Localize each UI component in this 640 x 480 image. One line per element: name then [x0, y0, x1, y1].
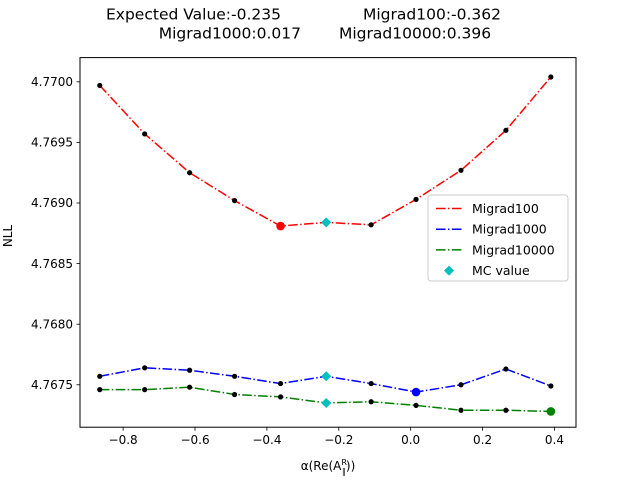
- x-axis-label-subscript: ∥: [342, 467, 346, 476]
- axes: −0.8 −0.6 −0.4 −0.2 0.0 0.2 0.4 4.7675 4.7680 4.7…: [31, 57, 577, 447]
- data-point-migrad100-0: [97, 82, 103, 89]
- chart-title-line-2-right: Migrad10000:0.396: [339, 25, 491, 43]
- data-point-migrad100-10: [548, 74, 554, 80]
- data-point-migrad10000-9: [503, 407, 509, 413]
- x-tick-label: 0.2: [473, 433, 492, 447]
- x-tick-label: −0.4: [252, 433, 281, 447]
- data-point-migrad100-2: [187, 170, 193, 176]
- x-tick-label: −0.8: [109, 433, 138, 447]
- data-point-migrad1000-0: [97, 373, 103, 379]
- data-point-migrad1000-3: [231, 373, 238, 379]
- mc-value-marker-1: [321, 371, 332, 382]
- data-point-migrad10000-4: [277, 394, 284, 400]
- mc-value-marker-2: [321, 397, 332, 408]
- data-point-migrad100-7: [413, 196, 419, 202]
- x-axis-label-superscript: R: [341, 458, 347, 467]
- minimum-marker-migrad100: [276, 221, 285, 231]
- x-axis-label-prefix: α(Re(A: [301, 459, 342, 473]
- x-tick-label: −0.6: [180, 433, 209, 447]
- y-tick-label: 4.7685: [31, 257, 73, 271]
- legend-label-migrad1000: Migrad1000: [472, 222, 547, 237]
- x-axis-label: α(Re(AR ∥)): [301, 458, 356, 476]
- data-point-migrad1000-8: [458, 382, 464, 388]
- data-point-migrad10000-3: [231, 391, 238, 398]
- data-point-migrad100-1: [142, 131, 148, 137]
- axes-frame: [79, 57, 577, 428]
- legend-label-mc-value: MC value: [472, 263, 530, 278]
- data-point-migrad1000-1: [142, 365, 148, 371]
- minimum-marker-migrad1000: [411, 387, 421, 397]
- data-point-migrad100-9: [503, 127, 509, 133]
- data-point-migrad100-8: [458, 167, 464, 173]
- y-tick-label: 4.7690: [31, 196, 73, 210]
- x-tick-label: 0.0: [401, 433, 420, 447]
- x-axis-label-suffix: )): [346, 459, 355, 473]
- plot-area: [97, 74, 556, 416]
- y-axis-label: NLL: [1, 225, 15, 248]
- data-point-migrad100-3: [231, 197, 238, 204]
- chart-title-line-1-right: Migrad100:-0.362: [363, 6, 501, 24]
- mc-value-marker-0: [321, 217, 332, 228]
- legend: Migrad100 Migrad1000 Migrad10000 MC value: [427, 194, 569, 282]
- legend-swatch-mc-value: [444, 265, 454, 276]
- data-point-migrad1000-2: [187, 367, 193, 373]
- data-point-migrad1000-10: [548, 383, 554, 389]
- y-tick-label: 4.7700: [31, 75, 73, 89]
- y-tick-label: 4.7680: [31, 317, 73, 331]
- data-point-migrad1000-9: [503, 366, 509, 372]
- data-point-migrad1000-6: [368, 380, 374, 387]
- x-tick-label: 0.4: [545, 433, 564, 447]
- data-point-migrad10000-2: [187, 384, 193, 390]
- chart-title-line-2-left: Migrad1000:0.017: [159, 25, 301, 43]
- chart-title-line-1-left: Expected Value:-0.235: [106, 6, 281, 24]
- data-point-migrad10000-6: [368, 399, 374, 405]
- data-point-migrad100-6: [368, 222, 374, 228]
- data-point-migrad10000-0: [97, 387, 103, 393]
- x-tick-label: −0.2: [324, 433, 353, 447]
- data-point-migrad10000-8: [458, 407, 464, 413]
- legend-label-migrad100: Migrad100: [472, 201, 539, 216]
- legend-box: [427, 194, 569, 282]
- y-tick-label: 4.7695: [31, 136, 73, 150]
- data-point-migrad1000-4: [277, 380, 284, 387]
- legend-label-migrad10000: Migrad10000: [472, 242, 555, 257]
- y-tick-label: 4.7675: [31, 378, 73, 392]
- minimum-marker-migrad10000: [546, 407, 556, 416]
- data-point-migrad10000-1: [142, 387, 148, 393]
- data-point-migrad10000-7: [413, 402, 419, 408]
